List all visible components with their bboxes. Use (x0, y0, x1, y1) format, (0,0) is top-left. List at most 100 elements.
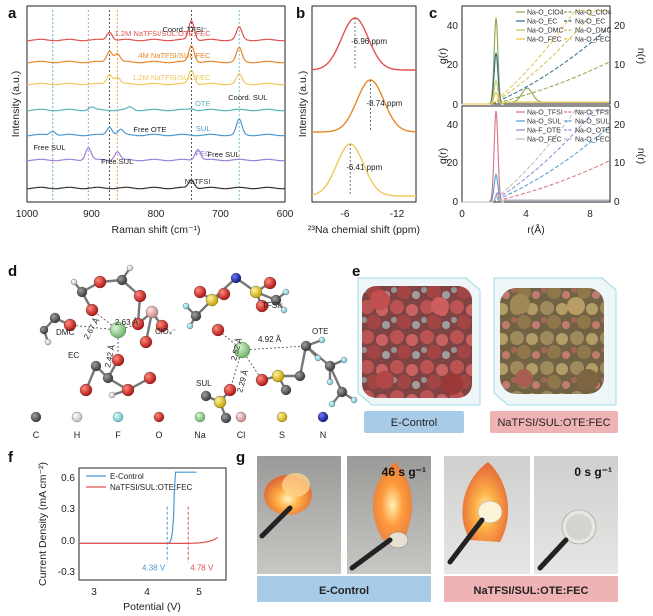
raman-xtick-600: 600 (277, 209, 294, 220)
atom-sphere (49, 312, 61, 324)
raman-series-line (27, 69, 286, 86)
panel-label-b: b (296, 5, 305, 22)
label-dmc: DMC (56, 328, 74, 337)
atom-sphere (255, 373, 269, 387)
atom-sphere (186, 322, 194, 330)
raman-xtick-1000: 1000 (16, 209, 39, 220)
photo-econtrol-ignite (257, 456, 341, 574)
atom-legend-label: S (279, 430, 285, 440)
atom-sphere (230, 272, 242, 284)
atom-sphere (121, 383, 135, 397)
atom-sphere (133, 289, 147, 303)
panel-label-a: a (8, 5, 17, 22)
atom-sphere (326, 378, 334, 386)
rdf-legend-label: Na-O_FEC (575, 37, 610, 44)
atom-sphere (102, 372, 114, 384)
g-electrolyte-band (444, 576, 618, 602)
nmr-xlabel: ²³Na chemial shift (ppm) (308, 224, 420, 236)
atom-sphere (139, 335, 153, 349)
raman-series-label: OTE (195, 99, 210, 108)
atom-sphere (143, 371, 157, 385)
atom-sphere (249, 285, 263, 299)
rdf-legend-label: Na-O_EC (527, 19, 557, 26)
nmr-plot-frame (311, 5, 417, 203)
burn-rate-left: 46 s g⁻¹ (382, 465, 426, 479)
molecular-surface-boxes: E-Control NaTFSI/SUL:OTE:FEC (357, 277, 618, 433)
rdf-top-rtick-0: 0 (614, 100, 620, 111)
atom-sphere (270, 294, 282, 306)
rdf-ylabel-right-top: n(r) (635, 48, 647, 64)
lsv-legend: E-Control NaTFSI/SUL:OTE:FEC (86, 472, 192, 492)
atom-sphere (217, 287, 231, 301)
raman-series-line (27, 179, 286, 190)
atom-legend-label: H (74, 430, 81, 440)
label-clo4: ClO₄⁻ (155, 327, 176, 336)
rdf-plot: 0 20 40 0 10 20 0 20 40 0 10 20 0 4 8 r(… (437, 5, 647, 236)
raman-plot-frame (26, 5, 286, 203)
photo-electrolyte-extinguished: 0 s g⁻¹ (534, 456, 618, 574)
rdf-bot-rtick-20: 20 (614, 120, 626, 131)
lsv-xtick-5: 5 (196, 587, 202, 598)
nmr-series-line (312, 79, 416, 133)
atom-sphere (314, 354, 322, 362)
atom-legend-label: Cl (237, 430, 246, 440)
atom-sphere (190, 310, 202, 322)
rdf-bot-rtick-0: 0 (614, 197, 620, 208)
raman-xtick-800: 800 (148, 209, 165, 220)
raman-xlabel: Raman shift (cm⁻¹) (112, 224, 201, 236)
atom-legend-label: N (320, 430, 327, 440)
nmr-peak-label: -6.41 ppm (346, 163, 382, 172)
atom-sphere (223, 383, 237, 397)
label-sul: SUL (196, 379, 212, 388)
label-distance-229: 2.29 Å (235, 368, 250, 393)
rdf-legend-label: Na-O_OTE (575, 128, 610, 135)
raman-series-line (27, 45, 286, 64)
lsv-xtick-4: 4 (144, 587, 150, 598)
raman-series-line (27, 20, 286, 42)
atom-legend-swatch (153, 411, 165, 423)
raman-series-line (27, 147, 286, 162)
raman-series-label: 4M NaTFSI/SUL:FEC (138, 51, 211, 60)
electrolyte-box (493, 277, 617, 406)
lsv-ylabel: Current Density (mA cm⁻²) (37, 462, 49, 586)
atom-sphere (280, 306, 288, 314)
lsv-ytick-06: 0.6 (61, 473, 75, 484)
rdf-xtick-8: 8 (587, 209, 593, 220)
rdf-top-frame (461, 5, 611, 105)
rdf-ylabel-top: g(r) (437, 48, 449, 64)
atom-sphere (350, 396, 358, 404)
rdf-g-line (462, 79, 610, 105)
atom-legend-label: O (155, 430, 162, 440)
lsv-xlabel: Potential (V) (123, 601, 181, 613)
e-control-band (364, 411, 464, 433)
nmr-ylabel: Intensity (a.u.) (297, 71, 309, 138)
lsv-series-line (79, 536, 218, 544)
raman-spectra-plot: 1.2M NaTFSI/SUL:OTE:FEC 4M NaTFSI/SUL:FEC… (10, 5, 294, 236)
atom-sphere (93, 275, 107, 289)
atom-sphere (200, 390, 212, 402)
raman-series-label: SUL (196, 124, 211, 133)
rdf-legend-label: Na-O_FEC (575, 137, 610, 144)
label-distance-267: 2.67 Å (82, 316, 102, 341)
flammability-photos: 46 s g⁻¹ 0 s g⁻¹ E-Control NaTFSI/SUL:OT… (257, 456, 618, 602)
panel-label-g: g (236, 449, 245, 466)
rdf-xlabel: r(Å) (527, 223, 545, 236)
rdf-n-line (462, 61, 611, 105)
lsv-xtick-3: 3 (91, 587, 97, 598)
atom-sphere (205, 293, 219, 307)
rdf-xtick-4: 4 (523, 209, 529, 220)
atom-sphere (182, 302, 190, 310)
atom-sphere (90, 360, 102, 372)
atom-sphere (336, 386, 348, 398)
panel-label-d: d (8, 263, 17, 280)
coordination-bond (229, 349, 243, 391)
e-control-band-label: E-Control (391, 417, 437, 429)
lsv-legend-econtrol: E-Control (110, 472, 144, 481)
panel-label-e: e (352, 263, 360, 280)
g-electrolyte-band-label: NaTFSI/SUL:OTE:FEC (474, 585, 589, 597)
rdf-n-line (462, 160, 611, 203)
photo-econtrol-burning: 46 s g⁻¹ (347, 456, 431, 574)
panel-label-f: f (8, 449, 14, 466)
atom-sphere (145, 305, 159, 319)
